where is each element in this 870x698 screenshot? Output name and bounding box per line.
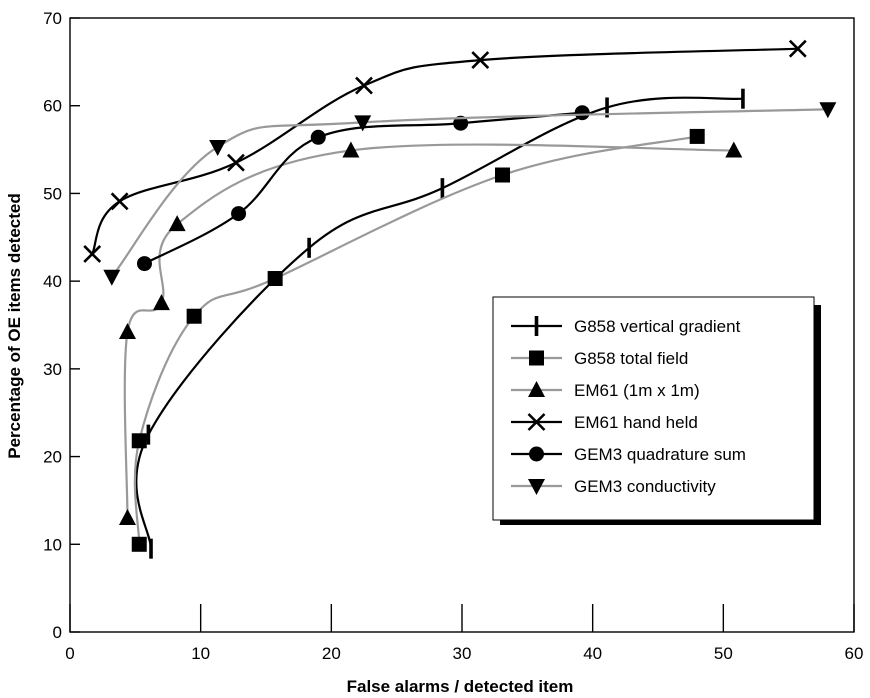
data-point [149, 538, 153, 559]
data-point [152, 294, 170, 311]
legend-marker [527, 413, 546, 431]
legend-label: EM61 hand held [574, 413, 698, 432]
x-axis-tick-labels: 0 10 20 30 40 50 60 [65, 644, 863, 663]
series-triangle-down [103, 102, 837, 286]
legend-item: GEM3 quadrature sum [511, 445, 746, 464]
data-point [209, 139, 227, 156]
legend-label: GEM3 conductivity [574, 477, 716, 496]
series-vbar [135, 88, 745, 559]
data-point [453, 115, 469, 131]
data-point [495, 167, 511, 183]
data-point [267, 271, 283, 287]
series-x [83, 39, 807, 263]
data-point [110, 192, 129, 211]
data-point [354, 115, 372, 132]
data-point [227, 153, 245, 172]
data-point [689, 128, 705, 144]
y-tick-label: 50 [43, 184, 62, 203]
y-tick-label: 0 [53, 623, 62, 642]
legend-label: EM61 (1m x 1m) [574, 381, 700, 400]
data-point [310, 129, 326, 145]
data-point [819, 102, 837, 119]
data-point [186, 308, 202, 324]
legend-label: G858 total field [574, 349, 688, 368]
y-tick-label: 60 [43, 97, 62, 116]
data-point [725, 141, 743, 158]
x-tick-label: 30 [453, 644, 472, 663]
x-tick-label: 50 [714, 644, 733, 663]
data-point [741, 88, 745, 109]
data-point [136, 256, 152, 272]
legend-marker [528, 479, 545, 495]
legend-label: G858 vertical gradient [574, 317, 741, 336]
legend-marker [528, 381, 545, 397]
legend-item: EM61 hand held [511, 413, 698, 432]
data-point [118, 508, 136, 525]
data-point [440, 178, 445, 199]
legend-marker [529, 446, 544, 462]
data-point [103, 269, 121, 286]
legend-marker [534, 316, 539, 336]
data-point [118, 323, 136, 340]
y-tick-label: 20 [43, 448, 62, 467]
data-point [471, 51, 490, 70]
y-tick-label: 30 [43, 360, 62, 379]
data-point [574, 105, 590, 121]
data-point [131, 536, 147, 552]
series-line [110, 108, 828, 278]
legend-item: G858 total field [511, 349, 688, 368]
y-tick-label: 40 [43, 272, 62, 291]
x-tick-label: 40 [583, 644, 602, 663]
data-point [605, 97, 609, 118]
legend-marker [529, 350, 544, 366]
series-circle [136, 105, 590, 272]
series-triangle-up [118, 141, 743, 525]
y-axis-tick-labels: 0 10 20 30 40 50 60 70 [43, 9, 62, 642]
x-tick-label: 0 [65, 644, 74, 663]
data-point [231, 206, 247, 222]
x-axis-title: False alarms / detected item [347, 677, 574, 696]
x-tick-label: 20 [322, 644, 341, 663]
y-axis-title: Percentage of OE items detected [5, 193, 24, 458]
data-point [788, 39, 807, 58]
data-point [146, 424, 151, 445]
legend-box [492, 296, 815, 521]
data-point [131, 433, 147, 449]
series-square [131, 128, 705, 552]
x-tick-label: 60 [845, 644, 864, 663]
series-group [83, 39, 837, 559]
legend-label: GEM3 quadrature sum [574, 445, 746, 464]
data-point [355, 76, 373, 95]
data-point [307, 237, 311, 258]
legend: G858 vertical gradient G858 total field EM… [492, 296, 821, 525]
data-point [83, 245, 102, 263]
axis-ticks [69, 17, 855, 633]
legend-item: GEM3 conductivity [511, 477, 716, 496]
y-tick-label: 70 [43, 9, 62, 28]
y-tick-label: 10 [43, 535, 62, 554]
data-point [168, 215, 186, 232]
legend-item: EM61 (1m x 1m) [511, 381, 700, 400]
legend-item: G858 vertical gradient [511, 316, 741, 336]
data-point [342, 141, 360, 158]
x-tick-label: 10 [191, 644, 210, 663]
